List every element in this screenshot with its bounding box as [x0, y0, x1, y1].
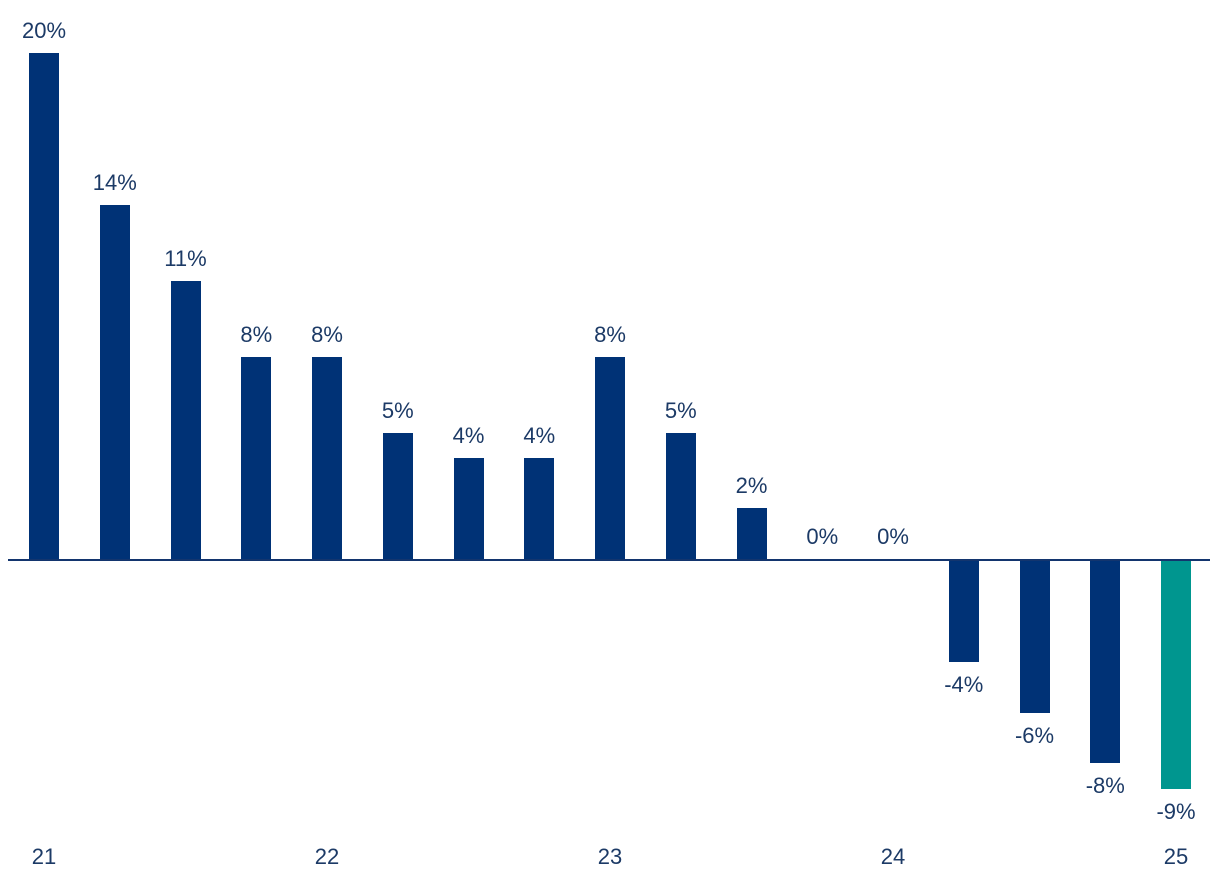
bar-highlighted — [1161, 561, 1191, 789]
bar — [948, 561, 979, 663]
bar-value-label: 8% — [594, 321, 626, 347]
bar-value-label: 5% — [664, 397, 697, 423]
bar — [170, 280, 201, 559]
bar-value-label: 0% — [877, 524, 909, 549]
bar-value-label: 8% — [240, 321, 273, 347]
bar — [665, 432, 696, 559]
bar-value-label: -8% — [1085, 773, 1125, 799]
x-axis-zero-line — [8, 559, 1210, 561]
bar — [241, 356, 272, 559]
bar — [99, 204, 130, 559]
x-axis-tick-label: 23 — [597, 844, 623, 869]
bar-value-label: 5% — [381, 397, 414, 423]
bar-value-label: 2% — [735, 473, 768, 499]
bar — [1090, 561, 1121, 764]
bar — [453, 457, 484, 559]
bar-value-label: -9% — [1156, 798, 1196, 824]
x-axis-tick-label: 22 — [314, 844, 340, 869]
bar-value-label: 20% — [21, 18, 67, 43]
bar — [382, 432, 413, 559]
bar-value-label: 8% — [311, 321, 343, 347]
bar-value-label: -4% — [944, 672, 984, 698]
bar-value-label: -6% — [1014, 722, 1055, 748]
x-axis-tick-label: 24 — [880, 844, 906, 869]
bar — [29, 53, 59, 559]
x-axis-tick-label: 21 — [31, 844, 57, 869]
bar-value-label: 14% — [92, 169, 137, 195]
x-axis-tick-label: 25 — [1163, 844, 1189, 869]
bar — [312, 356, 342, 559]
bar-value-label: 0% — [806, 524, 839, 549]
bar-value-label: 11% — [164, 245, 207, 271]
bar — [736, 508, 767, 559]
bar-value-label: 4% — [523, 422, 556, 448]
bar-value-label: 4% — [452, 422, 485, 448]
bar — [595, 356, 625, 559]
bar — [1019, 561, 1050, 713]
bar — [524, 457, 555, 559]
